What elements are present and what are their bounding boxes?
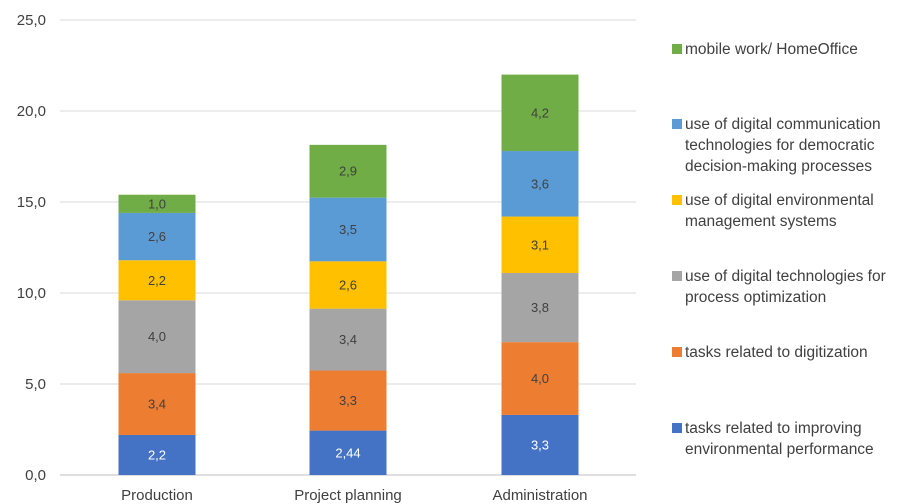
- bar-segment: [501, 342, 579, 415]
- x-axis: Production Project planning Administration: [121, 487, 587, 504]
- data-label: 3,5: [339, 222, 357, 237]
- bar-segment: [118, 212, 196, 261]
- data-label: 3,1: [531, 237, 549, 252]
- data-label: 3,4: [148, 397, 166, 412]
- data-label: 2,2: [148, 447, 166, 462]
- bar-segment: [118, 260, 196, 301]
- bar-segment: [118, 194, 196, 213]
- data-label: 1,0: [148, 196, 166, 211]
- bar-segment: [118, 300, 196, 374]
- bar-segment: [501, 151, 579, 217]
- data-label: 3,3: [339, 393, 357, 408]
- y-tick-label: 10,0: [17, 285, 46, 302]
- x-category-label: Project planning: [294, 487, 402, 504]
- data-label: 4,2: [531, 105, 549, 120]
- data-label: 2,6: [148, 229, 166, 244]
- x-category-label: Administration: [492, 487, 587, 504]
- data-label: 3,4: [339, 332, 357, 347]
- data-label: 3,6: [531, 176, 549, 191]
- x-category-label: Production: [121, 487, 193, 504]
- bar-segment: [501, 216, 579, 273]
- bar-segment: [309, 144, 387, 198]
- y-axis: 0,0 5,0 10,0 15,0 20,0 25,0: [17, 12, 46, 484]
- bar-segment: [309, 430, 387, 475]
- data-label: 2,2: [148, 273, 166, 288]
- bars: 2,2 3,4 4,0 2,2 2,6 1,0 2,44 3,3 3,4 2,6 3,5 2,9 3,3…: [118, 74, 579, 475]
- data-label: 2,6: [339, 277, 357, 292]
- data-label: 3,3: [531, 437, 549, 452]
- data-label: 2,44: [335, 445, 360, 460]
- bar-segment: [501, 414, 579, 475]
- data-label: 2,9: [339, 164, 357, 179]
- bar-segment: [501, 272, 579, 343]
- y-tick-label: 25,0: [17, 12, 46, 29]
- bar-segment: [118, 373, 196, 435]
- bar-segment: [309, 261, 387, 309]
- y-tick-label: 5,0: [25, 376, 46, 393]
- bar-segment: [118, 434, 196, 475]
- data-label: 4,0: [531, 371, 549, 386]
- y-tick-label: 0,0: [25, 467, 46, 484]
- y-tick-label: 20,0: [17, 103, 46, 120]
- bar-segment: [309, 308, 387, 371]
- y-tick-label: 15,0: [17, 194, 46, 211]
- data-label: 4,0: [148, 329, 166, 344]
- bar-segment: [501, 74, 579, 152]
- data-label: 3,8: [531, 300, 549, 315]
- bar-segment: [309, 370, 387, 431]
- bar-segment: [309, 197, 387, 262]
